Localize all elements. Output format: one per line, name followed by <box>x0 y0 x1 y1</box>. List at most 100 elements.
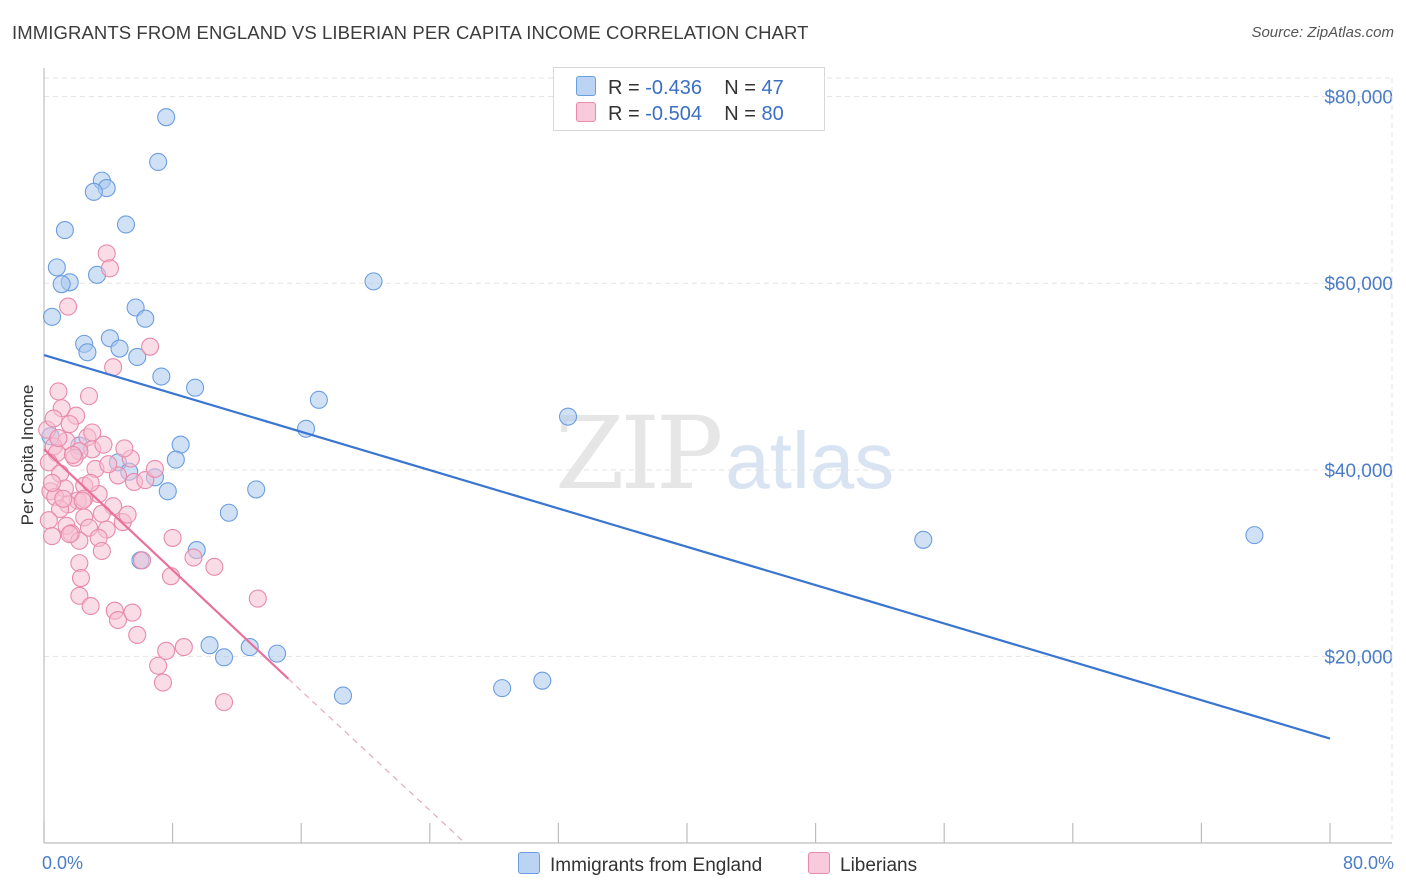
legend-liberians-swatch <box>808 852 830 874</box>
point-liberians-47 <box>205 557 224 576</box>
point-england-13 <box>136 309 155 328</box>
point-liberians-6 <box>79 387 99 406</box>
point-england-43 <box>533 671 552 690</box>
stats-legend-row-england: R = -0.436 N = 47 <box>576 76 784 100</box>
point-liberians-66 <box>83 423 102 442</box>
chart-source: Source: ZipAtlas.com <box>1251 24 1394 41</box>
point-liberians-73 <box>42 473 62 492</box>
point-england-40 <box>240 638 259 657</box>
y-tick-label-1: $40,000 <box>1324 461 1393 482</box>
england-r-value: -0.436 <box>645 77 702 99</box>
point-england-39 <box>200 636 219 655</box>
point-liberians-56 <box>123 603 142 622</box>
england-swatch <box>576 76 596 96</box>
point-liberians-76 <box>60 525 79 544</box>
point-england-6 <box>55 221 74 240</box>
chart-title: IMMIGRANTS FROM ENGLAND VS LIBERIAN PER … <box>12 22 809 43</box>
point-liberians-59 <box>174 638 193 657</box>
point-england-21 <box>186 378 205 397</box>
england-r-label: R = <box>608 77 640 99</box>
liberians-n-label: N = <box>724 103 756 125</box>
point-liberians-48 <box>133 551 152 570</box>
point-england-29 <box>166 450 185 469</box>
point-liberians-50 <box>161 567 181 586</box>
point-liberians-71 <box>54 489 73 508</box>
point-england-18 <box>78 343 97 362</box>
y-tick-label-2: $60,000 <box>1324 274 1393 295</box>
point-liberians-57 <box>108 610 127 630</box>
point-england-45 <box>333 686 353 705</box>
y-tick-label-3: $80,000 <box>1324 88 1393 109</box>
point-england-11 <box>364 272 383 291</box>
point-liberians-45 <box>92 541 111 561</box>
point-liberians-9 <box>60 415 79 434</box>
point-liberians-67 <box>49 429 68 448</box>
point-liberians-58 <box>128 625 147 645</box>
point-england-1 <box>149 152 168 172</box>
trendline-liberians <box>43 448 290 680</box>
point-england-34 <box>219 503 238 522</box>
legend-item-liberians: Liberians <box>808 852 917 877</box>
point-england-23 <box>558 407 578 426</box>
point-liberians-35 <box>39 511 58 530</box>
point-england-7 <box>47 258 66 277</box>
liberians-r-value: -0.504 <box>645 103 702 125</box>
y-tick-label-0: $20,000 <box>1324 647 1393 668</box>
point-england-14 <box>42 307 62 326</box>
point-liberians-70 <box>81 473 100 492</box>
point-liberians-79 <box>44 409 63 428</box>
point-liberians-62 <box>153 673 173 692</box>
liberians-swatch <box>576 102 596 122</box>
point-liberians-49 <box>70 554 89 573</box>
trendline-england <box>43 354 1331 740</box>
trendline-liberians-extension <box>287 678 463 841</box>
point-liberians-46 <box>184 548 203 567</box>
x-tick-label-1: 80.0% <box>1343 853 1394 873</box>
point-england-19 <box>128 347 147 366</box>
point-liberians-44 <box>163 528 182 547</box>
point-liberians-51 <box>71 568 91 588</box>
point-liberians-53 <box>70 586 89 605</box>
point-liberians-68 <box>118 505 137 524</box>
point-liberians-78 <box>115 439 134 458</box>
liberians-n-value: 80 <box>761 103 784 125</box>
zipatlas-watermark: ZIPatlas <box>555 395 895 512</box>
legend-england-label: Immigrants from England <box>550 855 763 876</box>
point-liberians-52 <box>248 589 267 608</box>
point-liberians-2 <box>59 297 78 316</box>
england-n-label: N = <box>724 77 756 99</box>
point-liberians-74 <box>94 435 113 454</box>
point-england-37 <box>914 530 933 549</box>
point-england-38 <box>1245 526 1264 545</box>
stats-legend: R = -0.436 N = 47 R = -0.504 N = 80 <box>553 67 825 131</box>
point-england-20 <box>152 367 171 386</box>
point-liberians-1 <box>100 259 119 278</box>
point-liberians-33 <box>92 504 111 523</box>
point-liberians-72 <box>99 455 118 474</box>
point-england-32 <box>247 480 266 499</box>
legend-item-england: Immigrants from England <box>518 852 762 877</box>
point-england-0 <box>157 108 176 127</box>
point-england-17 <box>110 339 129 358</box>
point-liberians-3 <box>141 337 160 356</box>
england-n-value: 47 <box>761 77 784 99</box>
point-liberians-61 <box>149 656 168 675</box>
point-liberians-63 <box>214 693 234 712</box>
stats-legend-row-liberians: R = -0.504 N = 80 <box>576 102 784 126</box>
point-england-42 <box>214 648 234 667</box>
point-england-41 <box>268 644 287 663</box>
point-england-10 <box>52 275 71 294</box>
point-england-4 <box>84 182 103 201</box>
point-liberians-54 <box>81 596 100 616</box>
x-tick-label-0: 0.0% <box>42 853 83 873</box>
point-liberians-75 <box>145 459 164 478</box>
point-liberians-41 <box>42 527 62 546</box>
point-england-44 <box>493 679 512 698</box>
point-liberians-5 <box>49 382 68 401</box>
point-england-22 <box>309 390 328 409</box>
legend-england-swatch <box>518 852 540 874</box>
point-england-33 <box>158 482 177 501</box>
legend-liberians-label: Liberians <box>840 855 918 876</box>
point-liberians-77 <box>73 491 92 510</box>
